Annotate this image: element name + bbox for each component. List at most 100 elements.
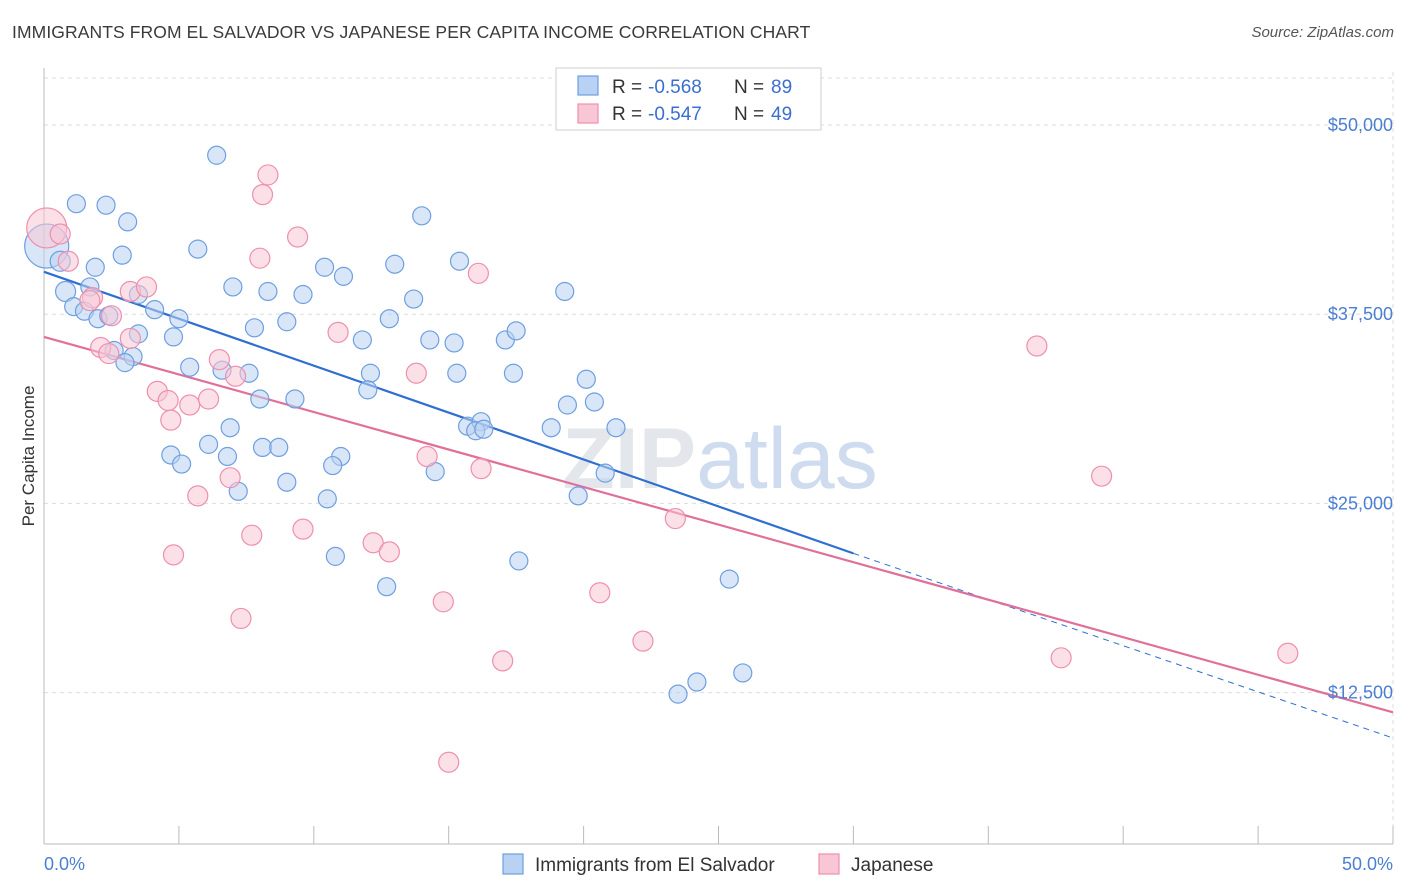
legend-r-label: R = — [612, 77, 642, 98]
axes — [43, 68, 1394, 845]
blue-point — [277, 472, 297, 492]
legend-n-label: N = — [734, 77, 764, 98]
blue-point — [258, 281, 278, 302]
pink-point — [632, 630, 654, 652]
blue-point — [112, 245, 132, 265]
legend-n-label: N = — [734, 104, 764, 125]
y-tick-label: $50,000 — [1328, 115, 1393, 135]
blue-point — [555, 281, 575, 302]
pink-point — [1026, 335, 1048, 357]
pink-point — [160, 409, 182, 431]
legend-box — [555, 67, 822, 131]
blue-point — [252, 437, 273, 458]
y-tick-label: $25,000 — [1328, 493, 1393, 513]
x-tick-label: 0.0% — [44, 854, 85, 874]
series-legend-swatch-pink — [818, 853, 840, 875]
blue-point — [687, 672, 707, 692]
blue-point — [85, 257, 105, 277]
pink-point — [1050, 647, 1072, 669]
blue-point — [506, 321, 526, 341]
blue-point — [719, 569, 739, 589]
blue-point — [412, 206, 432, 226]
blue-point — [333, 266, 354, 286]
legend-r-label: R = — [612, 104, 642, 125]
blue-point — [352, 330, 372, 350]
pink-point — [119, 327, 141, 350]
pink-point — [251, 184, 274, 206]
blue-point — [668, 684, 688, 704]
pink-point — [378, 541, 400, 563]
pink-point — [100, 305, 123, 327]
pink-point — [664, 507, 686, 530]
blue-point — [449, 251, 470, 271]
series-legend-label-blue: Immigrants from El Salvador — [535, 855, 775, 876]
series-legend-label-pink: Japanese — [851, 855, 933, 876]
blue-point — [323, 455, 343, 476]
legend-r-value-pink: -0.547 — [648, 104, 702, 125]
blue-point — [188, 239, 208, 259]
pink-point — [467, 262, 489, 284]
blue-point — [733, 663, 753, 683]
pink-point — [589, 582, 611, 604]
series-legend-swatch-blue — [502, 853, 524, 875]
blue-point — [358, 380, 378, 400]
pink-point — [249, 247, 271, 269]
blue-point — [250, 389, 270, 409]
blue-point — [244, 318, 265, 338]
blue-point — [118, 212, 138, 232]
blue-point — [317, 489, 337, 509]
y-tick-labels: $12,500 $25,000 $37,500 $50,000 — [1328, 115, 1393, 703]
legend-swatch-blue — [577, 75, 599, 96]
chart-title: IMMIGRANTS FROM EL SALVADOR VS JAPANESE … — [12, 22, 811, 42]
pink-point — [187, 485, 209, 507]
blue-point — [444, 333, 464, 353]
y-tick-label: $37,500 — [1328, 304, 1393, 324]
pink-point — [470, 457, 492, 480]
x-tick-labels: 0.0% 50.0% — [44, 854, 1393, 874]
y-tick-label: $12,500 — [1328, 683, 1393, 703]
blue-point — [576, 369, 596, 389]
pink-point — [98, 342, 120, 365]
blue-point — [145, 300, 165, 320]
blue-point — [220, 418, 240, 438]
pink-point — [287, 226, 309, 248]
pink-point — [492, 650, 514, 672]
blue-point — [171, 454, 192, 474]
blue-point — [474, 419, 494, 439]
pink-point — [432, 591, 454, 613]
blue-point — [447, 363, 467, 383]
blue-point — [223, 277, 243, 297]
pink-point — [57, 250, 79, 272]
blue-point — [377, 577, 397, 597]
blue-point — [180, 357, 200, 377]
correlation-legend: R = -0.568 N = 89 R = -0.547 N = 49 — [555, 67, 822, 131]
blue-point — [269, 437, 289, 458]
blue-point — [584, 392, 604, 412]
blue-point — [360, 363, 381, 383]
pink-point — [135, 276, 158, 298]
blue-point — [277, 312, 297, 332]
pink-point — [1277, 642, 1299, 664]
blue-point — [207, 145, 227, 165]
data-points — [24, 145, 1299, 773]
pink-point — [327, 321, 349, 343]
blue-point — [557, 395, 578, 415]
blue-point — [606, 418, 626, 438]
legend-swatch-pink — [577, 103, 599, 124]
blue-point — [420, 330, 440, 350]
blue-point — [568, 486, 588, 506]
source-credit: Source: ZipAtlas.com — [1251, 24, 1394, 41]
blue-point — [198, 434, 219, 454]
pink-point — [241, 524, 263, 546]
blue-point — [163, 327, 184, 347]
blue-point — [404, 289, 424, 309]
pink-point — [230, 607, 252, 630]
legend-r-value-blue: -0.568 — [648, 77, 702, 98]
blue-point — [385, 254, 405, 274]
pink-point — [362, 532, 384, 554]
blue-point — [379, 309, 399, 329]
legend-n-value-blue: 89 — [771, 77, 792, 98]
blue-point — [115, 353, 135, 373]
pink-trend-line — [43, 335, 1394, 714]
